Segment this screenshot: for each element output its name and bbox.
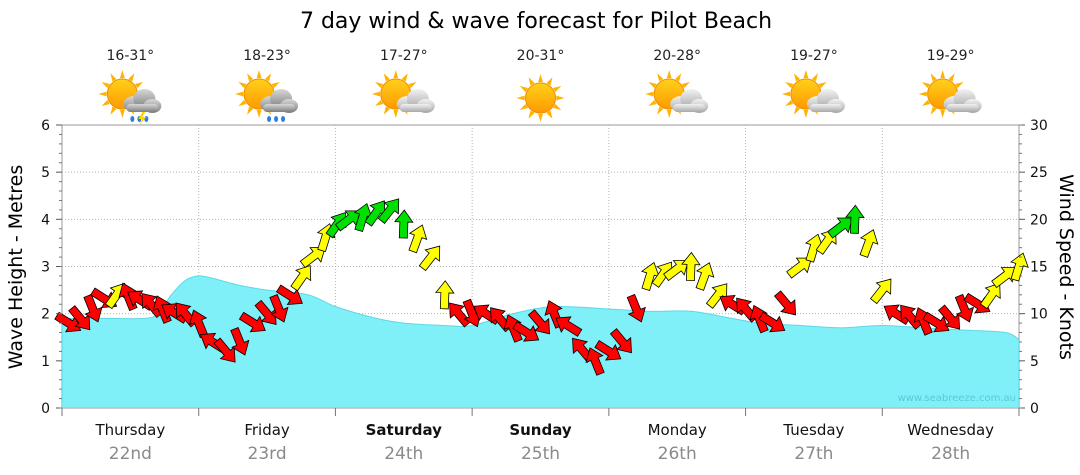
wind-arrow (859, 229, 879, 258)
day-name: Friday (244, 421, 290, 439)
wind-arrows (54, 198, 1029, 376)
wind-arrow (269, 294, 289, 323)
left-tick-label: 0 (41, 401, 50, 417)
right-tick-label: 10 (1030, 307, 1048, 323)
wind-arrow (979, 282, 1001, 310)
partly-cloudy-icon (781, 70, 845, 118)
wind-arrow (594, 340, 622, 361)
weather-icons (98, 70, 982, 125)
wind-arrow (449, 302, 472, 328)
wind-arrow (663, 260, 689, 282)
wind-arrow (773, 290, 797, 316)
sunny-icon (516, 74, 565, 122)
wind-arrow (527, 309, 550, 335)
day-labels: Thursday 22nd Friday 23rd Saturday 24th Sunday… (94, 421, 994, 464)
right-tick-label: 0 (1030, 401, 1039, 417)
right-tick-label: 30 (1030, 118, 1048, 134)
left-axis-title: Wave Height - Metres (5, 165, 27, 369)
day-temperature: 19-27° (790, 48, 838, 64)
wind-arrow (681, 251, 701, 282)
right-axis-title: Wind Speed - Knots (1055, 174, 1077, 360)
wind-arrow (991, 267, 1018, 289)
wind-arrow (141, 292, 164, 319)
wave-height-area (62, 275, 1019, 408)
day-date: 25th (521, 444, 560, 464)
left-tick-label: 5 (41, 165, 50, 181)
day-temperature: 17-27° (380, 48, 428, 64)
day-temperature: 20-28° (653, 48, 701, 64)
partly-cloudy-icon (918, 70, 982, 118)
day-date: 24th (384, 444, 423, 464)
wind-arrow (609, 328, 632, 354)
day-name: Sunday (509, 421, 572, 439)
wind-arrow (555, 316, 583, 337)
day-date: 23rd (248, 444, 287, 464)
left-tick-label: 4 (41, 212, 50, 228)
wind-arrow (299, 247, 326, 269)
day-date: 28th (931, 444, 970, 464)
wind-arrow (377, 198, 400, 224)
wind-arrow (585, 347, 605, 376)
day-date: 22nd (109, 444, 152, 464)
day-name: Monday (648, 421, 707, 439)
day-temperature: 18-23° (243, 48, 291, 64)
day-name: Wednesday (907, 421, 994, 439)
left-tick-label: 6 (41, 118, 50, 134)
right-tick-label: 15 (1030, 260, 1048, 276)
left-tick-label: 3 (41, 260, 50, 276)
day-date: 26th (658, 444, 697, 464)
day-temperature: 20-31° (517, 48, 565, 64)
wind-arrow (695, 262, 715, 291)
wind-arrow (512, 321, 540, 342)
left-tick-label: 1 (41, 354, 50, 370)
wind-arrow (1010, 252, 1029, 282)
wind-arrow (954, 293, 974, 323)
wind-arrow (786, 257, 813, 279)
right-tick-label: 20 (1030, 212, 1048, 228)
wind-arrow (883, 304, 911, 326)
day-temperature: 19-29° (927, 48, 975, 64)
day-temperature: 16-31° (107, 48, 155, 64)
wind-arrow (922, 311, 950, 333)
temperature-labels: 16-31° 18-23° 17-27° 20-31° 20-28° 19-27° 19-2… (107, 48, 975, 64)
left-axis-ticks: 0 1 2 3 4 5 6 (41, 118, 62, 417)
partly-cloudy-icon (371, 70, 435, 118)
wind-arrow (394, 209, 414, 239)
wind-arrow (418, 245, 441, 272)
chart-title: 7 day wind & wave forecast for Pilot Bea… (300, 9, 772, 34)
partly-cloudy-icon (645, 70, 709, 118)
wind-arrow (900, 304, 923, 330)
wind-arrow (230, 327, 250, 356)
storm-icon (98, 70, 162, 125)
shower-icon (235, 70, 299, 122)
right-tick-label: 25 (1030, 165, 1048, 181)
day-date: 27th (794, 444, 833, 464)
watermark: www.seabreeze.com.au (898, 393, 1016, 404)
wind-arrow (869, 278, 892, 305)
wind-arrow (758, 311, 786, 333)
right-tick-label: 5 (1030, 354, 1039, 370)
day-name: Thursday (94, 421, 165, 439)
day-name: Tuesday (782, 421, 844, 439)
wind-arrow (334, 210, 361, 232)
wind-arrow (408, 224, 428, 254)
wind-arrow (290, 264, 312, 292)
right-axis-ticks: 0 5 10 15 20 25 30 (61, 118, 1048, 417)
wind-arrow (827, 217, 854, 239)
wind-arrow (238, 311, 266, 333)
left-tick-label: 2 (41, 307, 50, 323)
wind-arrow (435, 280, 455, 310)
wind-arrow (626, 293, 646, 323)
day-name: Saturday (366, 421, 443, 439)
wave-area-path (62, 275, 1019, 408)
wind-arrow (845, 204, 865, 234)
